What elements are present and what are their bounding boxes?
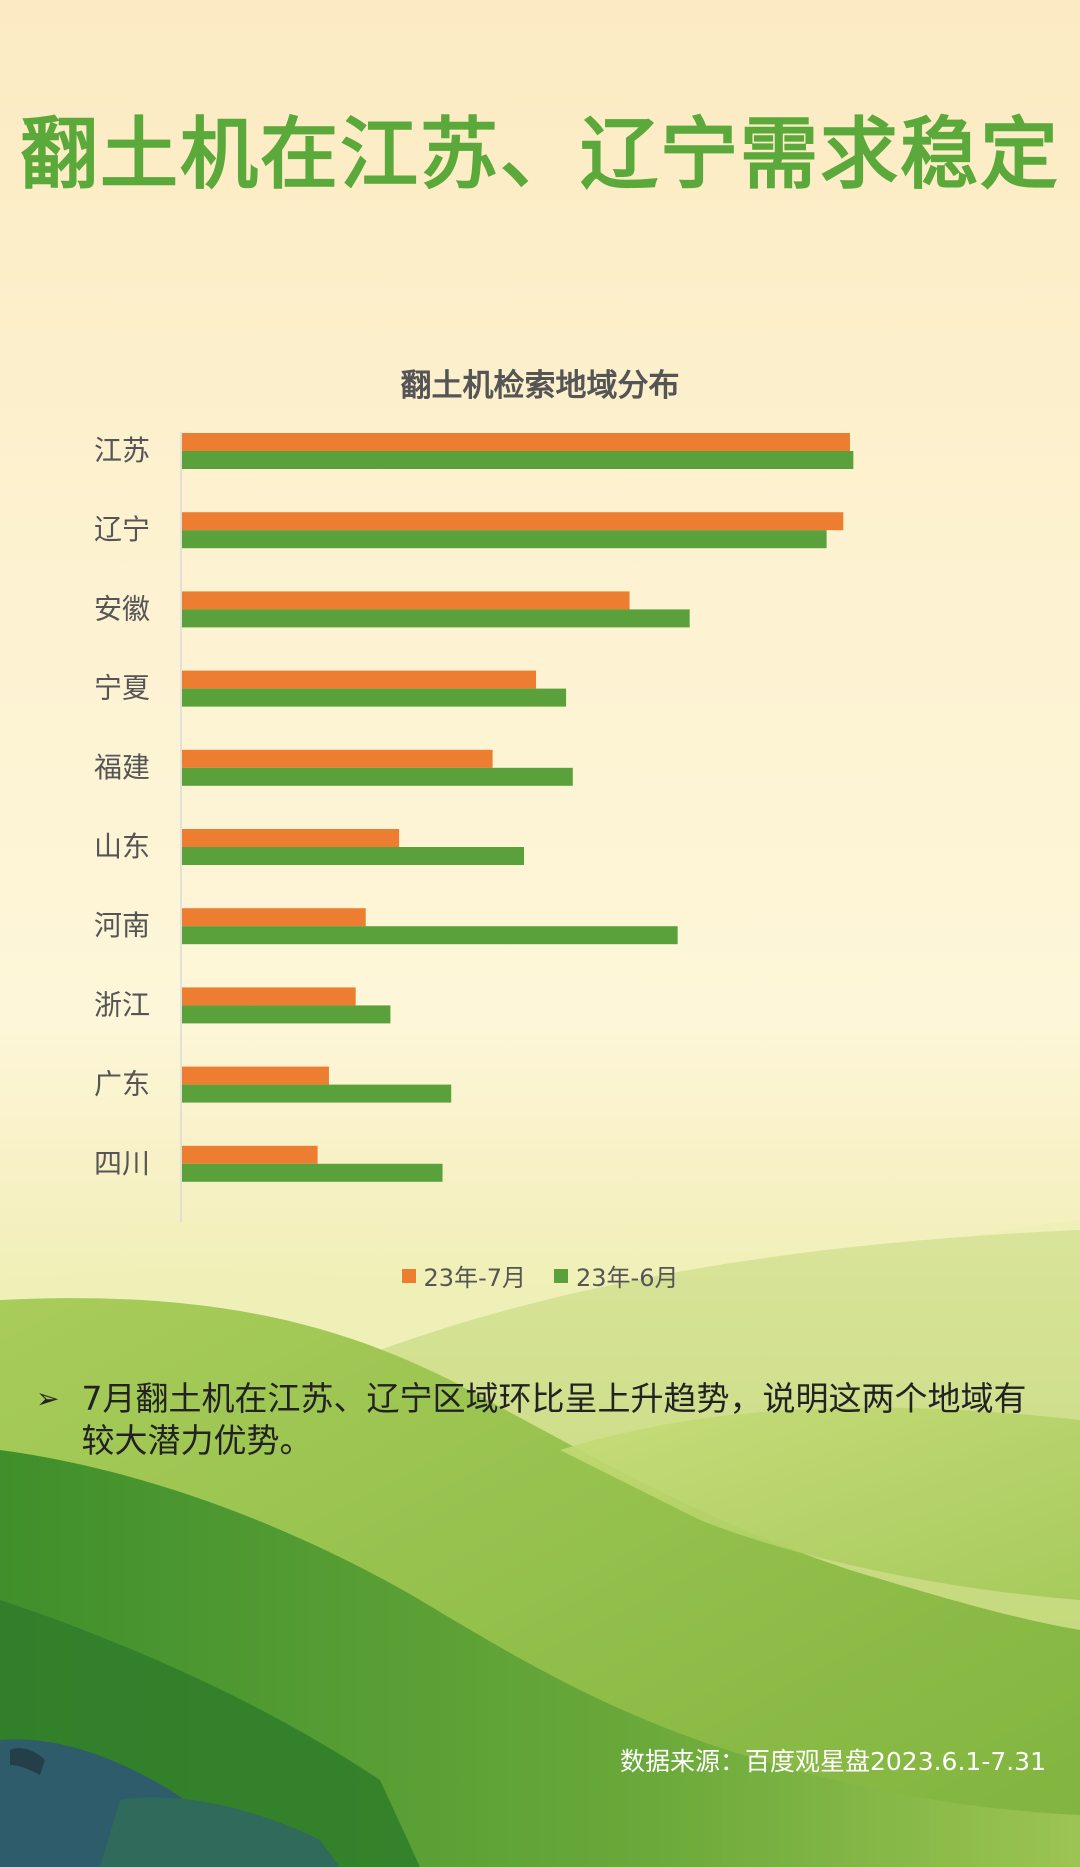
legend-item: 23年-7月 (401, 1258, 526, 1293)
category-tick-label: 浙江 (94, 988, 150, 1021)
legend-swatch-icon (554, 1268, 568, 1283)
page-title: 翻土机在江苏、辽宁需求稳定 (19, 110, 1060, 200)
bar-series-2 (182, 926, 678, 945)
chart-legend: 23年-7月 23年-6月 (0, 1258, 1080, 1293)
bar-series-1 (182, 1145, 318, 1164)
bar-series-1 (182, 908, 366, 927)
legend-label: 23年-7月 (423, 1264, 526, 1292)
insight-bullet: ➢ 7月翻土机在江苏、辽宁区域环比呈上升趋势，说明这两个地域有较大潜力优势。 (36, 1378, 1046, 1462)
bar-series-2 (182, 1084, 452, 1103)
category-tick-label: 广东 (94, 1068, 150, 1101)
bar-series-1 (182, 591, 630, 610)
category-tick-label: 江苏 (94, 434, 150, 467)
category-tick-label: 福建 (94, 751, 150, 784)
bar-series-1 (182, 829, 400, 847)
bar-series-1 (182, 749, 493, 768)
bar-series-1 (182, 512, 844, 531)
legend-label: 23年-6月 (576, 1264, 679, 1292)
legend-item: 23年-6月 (554, 1258, 678, 1293)
legend-swatch-icon (401, 1268, 416, 1283)
bar-series-1 (182, 987, 356, 1006)
bar-series-2 (182, 1163, 443, 1182)
data-source-note: 数据来源：百度观星盘2023.6.1-7.31 (619, 1747, 1046, 1776)
chart: 翻土机检索地域分布 江苏 辽宁 安徽 宁夏 福建 山东 河南 浙江 广东 四川 23年-7月 23年… (0, 340, 1080, 1300)
category-tick-label: 安徽 (94, 592, 150, 625)
chart-title: 翻土机检索地域分布 (400, 368, 680, 404)
bar-series-2 (182, 530, 827, 549)
bar-series-1 (182, 1066, 329, 1085)
bar-series-2 (182, 451, 854, 469)
bar-series-2 (182, 609, 690, 628)
arrow-bullet-icon: ➢ (36, 1382, 60, 1415)
insight-text: 7月翻土机在江苏、辽宁区域环比呈上升趋势，说明这两个地域有较大潜力优势。 (81, 1379, 1027, 1460)
bar-series-1 (182, 433, 850, 451)
bar-series-2 (182, 847, 525, 865)
category-tick-label: 宁夏 (94, 672, 150, 705)
category-tick-label: 河南 (94, 909, 150, 942)
bar-series-2 (182, 688, 567, 707)
category-tick-label: 辽宁 (94, 513, 150, 546)
category-tick-label: 山东 (94, 830, 150, 863)
bar-series-2 (182, 1005, 391, 1024)
bar-series-2 (182, 767, 573, 786)
bar-series-1 (182, 670, 537, 689)
category-tick-label: 四川 (94, 1147, 150, 1180)
